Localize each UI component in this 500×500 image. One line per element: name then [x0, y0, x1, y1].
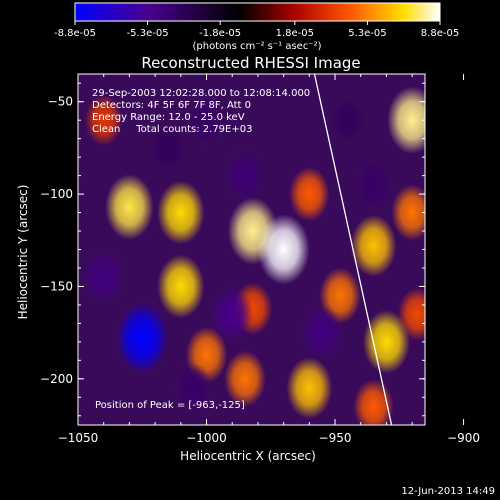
- y-tick-label: −100: [40, 187, 73, 201]
- heatmap-blob: [105, 174, 154, 240]
- colorbar-unit-label: (photons cm⁻² s⁻¹ asec⁻²): [192, 41, 321, 52]
- heatmap-blob: [83, 250, 124, 305]
- heatmap-blob: [302, 305, 343, 360]
- heatmap-blob: [224, 350, 266, 407]
- heatmap-blob: [157, 180, 205, 245]
- chart-title: Reconstructed RHESSI Image: [141, 54, 360, 72]
- heatmap-plot-area: [78, 74, 500, 425]
- heatmap-blob: [149, 123, 187, 173]
- x-tick-label: −1000: [186, 431, 227, 445]
- heatmap-blob: [329, 95, 366, 145]
- heatmap-blob: [187, 94, 226, 146]
- heatmap-blobs: [83, 86, 500, 425]
- y-tick-label: −50: [48, 95, 73, 109]
- heatmap-blob: [116, 303, 169, 374]
- heatmap-blob: [391, 184, 425, 241]
- heatmap-blob: [387, 86, 425, 154]
- y-tick-label: −150: [40, 279, 73, 293]
- colorbar-ticks: -8.8e-05 -5.3e-05 -1.8e-05 1.8e-05 5.3e-05 8.…: [54, 21, 459, 39]
- x-axis: −1050 −1000 −950 −900: [58, 74, 480, 445]
- y-tick-label: −200: [40, 372, 73, 386]
- colorbar: [74, 2, 441, 22]
- colorbar-tick-label: -8.8e-05: [54, 28, 96, 39]
- annotation-total-counts: Clean Total counts: 2.79E+03: [92, 124, 252, 135]
- annotation-energy-range: Energy Range: 12.0 - 25.0 keV: [92, 112, 245, 123]
- x-tick-label: −900: [447, 431, 480, 445]
- heatmap-blob: [471, 160, 500, 209]
- heatmap-blob: [354, 159, 393, 211]
- colorbar-tick-label: -1.8e-05: [199, 28, 241, 39]
- solar-limb-line: [313, 74, 393, 425]
- heatmap-blob: [257, 214, 310, 285]
- heatmap-blob: [470, 223, 500, 276]
- heatmap-blob: [174, 362, 213, 414]
- heatmap-blob: [429, 257, 472, 315]
- colorbar-tick-label: 1.8e-05: [276, 28, 314, 39]
- colorbar-tick-label: 5.3e-05: [348, 28, 386, 39]
- render-timestamp: 12-Jun-2013 14:49: [401, 486, 495, 497]
- y-axis: −200 −150 −100 −50: [40, 82, 425, 417]
- heatmap-blob: [286, 357, 333, 419]
- heatmap-blob: [225, 149, 265, 202]
- x-axis-label: Heliocentric X (arcsec): [180, 449, 316, 463]
- heatmap-blob: [84, 94, 123, 146]
- x-tick-label: −1050: [58, 431, 99, 445]
- heatmap-blob: [444, 346, 492, 411]
- annotation-time-range: 29-Sep-2003 12:02:28.000 to 12:08:14.000: [92, 88, 310, 99]
- heatmap-blob: [350, 214, 397, 277]
- heatmap-blob: [397, 287, 425, 341]
- colorbar-tick-label: 8.8e-05: [421, 28, 459, 39]
- heatmap-blob: [428, 145, 474, 207]
- heatmap-blob: [362, 310, 410, 374]
- peak-position-label: Position of Peak = [-963,-125]: [95, 400, 245, 411]
- x-tick-label: −950: [319, 431, 352, 445]
- heatmap-blob: [157, 254, 205, 319]
- heatmap-blob: [289, 166, 330, 222]
- heatmap-blob: [493, 285, 500, 343]
- colorbar-tick-label: -5.3e-05: [127, 28, 169, 39]
- annotation-detectors: Detectors: 4F 5F 6F 7F 8F, Att 0: [92, 100, 251, 111]
- heatmap-blob: [211, 286, 254, 343]
- y-axis-label: Heliocentric Y (arcsec): [16, 185, 30, 320]
